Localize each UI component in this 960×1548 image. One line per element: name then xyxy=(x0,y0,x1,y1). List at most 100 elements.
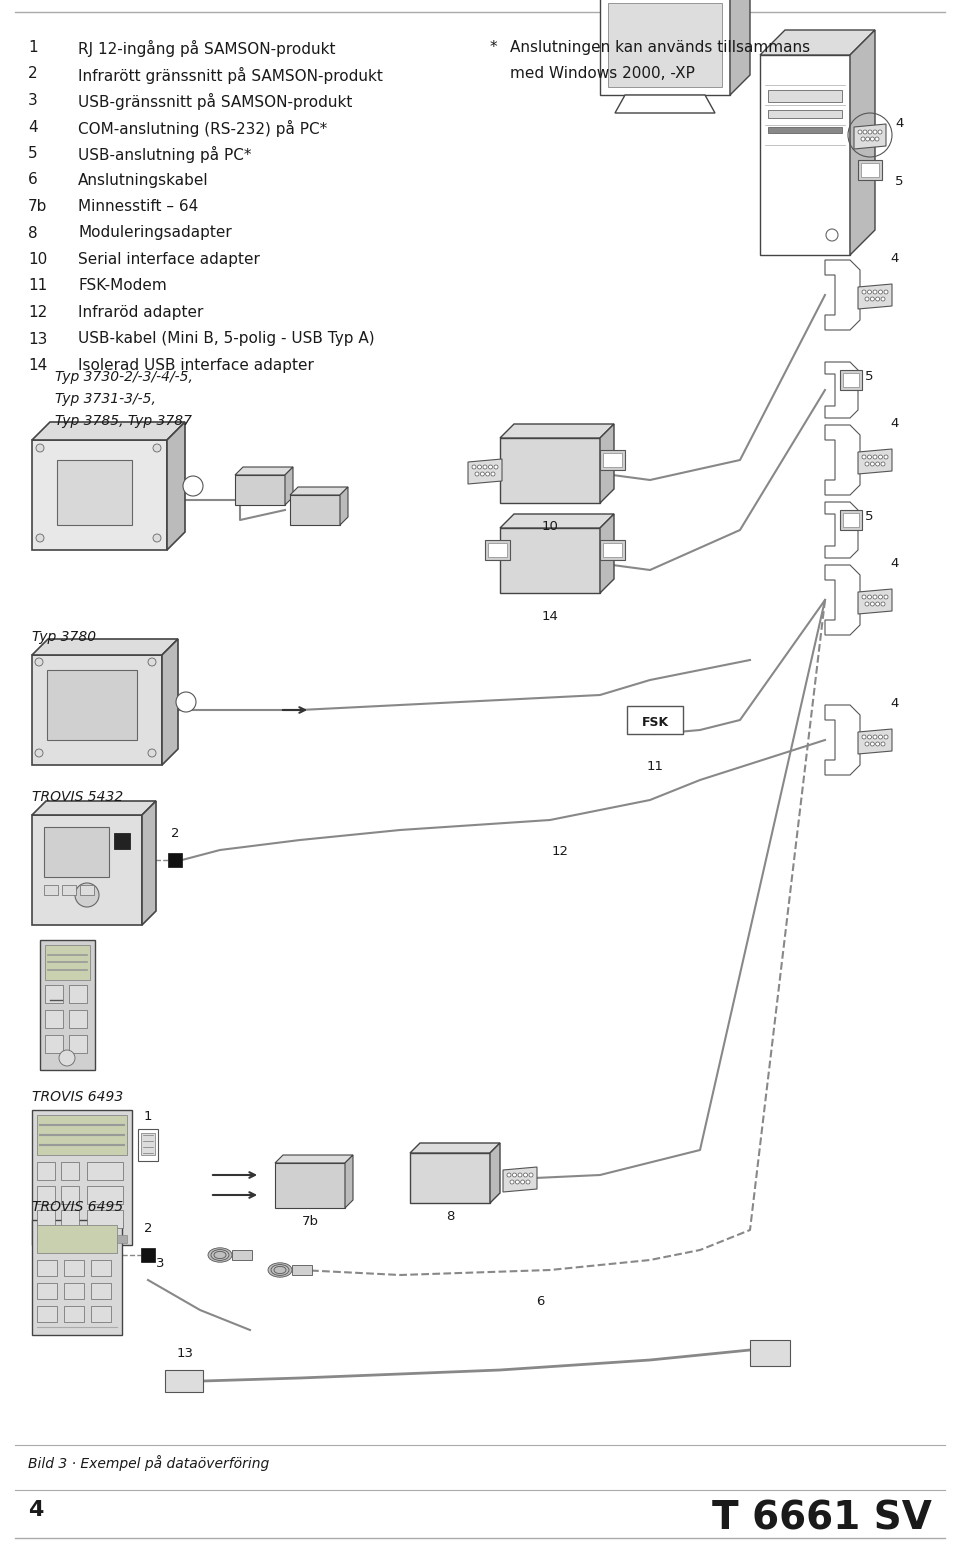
Polygon shape xyxy=(32,814,142,926)
Polygon shape xyxy=(825,362,858,418)
Bar xyxy=(768,90,842,102)
Circle shape xyxy=(878,289,882,294)
Polygon shape xyxy=(340,488,348,525)
Circle shape xyxy=(523,1173,527,1176)
Text: 2: 2 xyxy=(28,67,37,82)
Text: Bild 3 · Exempel på dataöverföring: Bild 3 · Exempel på dataöverföring xyxy=(28,1455,269,1471)
Bar xyxy=(44,885,58,895)
Circle shape xyxy=(875,138,879,141)
Text: 3: 3 xyxy=(28,93,37,108)
Circle shape xyxy=(483,464,487,469)
Text: 1: 1 xyxy=(28,40,37,56)
Text: 4: 4 xyxy=(28,1500,43,1520)
Circle shape xyxy=(35,749,43,757)
Bar xyxy=(627,706,683,734)
Circle shape xyxy=(865,461,869,466)
Circle shape xyxy=(477,464,482,469)
Text: 14: 14 xyxy=(28,358,47,373)
Circle shape xyxy=(871,741,875,746)
Polygon shape xyxy=(730,0,750,94)
Circle shape xyxy=(878,455,882,460)
Circle shape xyxy=(862,455,866,460)
Circle shape xyxy=(858,130,862,135)
Bar xyxy=(843,512,859,526)
Text: Typ 3731-3/-5,: Typ 3731-3/-5, xyxy=(55,392,156,406)
Bar xyxy=(45,1009,63,1028)
Bar xyxy=(32,1220,122,1334)
Polygon shape xyxy=(858,729,892,754)
Text: Minnesstift – 64: Minnesstift – 64 xyxy=(78,200,199,214)
Circle shape xyxy=(876,602,879,605)
Polygon shape xyxy=(825,260,860,330)
Bar xyxy=(861,163,879,176)
Ellipse shape xyxy=(271,1265,289,1276)
Polygon shape xyxy=(600,424,614,503)
Circle shape xyxy=(881,741,885,746)
Text: 2: 2 xyxy=(171,827,180,841)
Text: 10: 10 xyxy=(541,520,559,533)
Ellipse shape xyxy=(268,1263,292,1277)
Circle shape xyxy=(529,1173,533,1176)
Circle shape xyxy=(873,455,877,460)
Bar xyxy=(768,127,842,133)
Text: Typ 3780: Typ 3780 xyxy=(32,630,96,644)
Polygon shape xyxy=(285,467,293,505)
Circle shape xyxy=(153,534,161,542)
Bar xyxy=(840,370,862,390)
Circle shape xyxy=(148,658,156,666)
Text: 12: 12 xyxy=(28,305,47,320)
Polygon shape xyxy=(500,424,614,438)
Bar xyxy=(87,1163,123,1180)
Bar xyxy=(57,460,132,525)
Polygon shape xyxy=(32,655,162,765)
Circle shape xyxy=(884,455,888,460)
Circle shape xyxy=(884,594,888,599)
Circle shape xyxy=(878,735,882,738)
Circle shape xyxy=(862,735,866,738)
Text: USB-anslutning på PC*: USB-anslutning på PC* xyxy=(78,146,252,163)
Bar xyxy=(87,1211,123,1228)
Circle shape xyxy=(486,472,490,475)
Bar xyxy=(768,110,842,118)
Bar xyxy=(165,1370,203,1392)
Text: Moduleringsadapter: Moduleringsadapter xyxy=(78,226,231,240)
Polygon shape xyxy=(825,704,860,776)
Bar xyxy=(37,1235,127,1243)
Circle shape xyxy=(865,297,869,300)
Polygon shape xyxy=(32,800,156,814)
Ellipse shape xyxy=(208,1248,232,1262)
Polygon shape xyxy=(500,438,600,503)
Bar xyxy=(62,885,76,895)
Circle shape xyxy=(871,602,875,605)
Polygon shape xyxy=(162,639,178,765)
Polygon shape xyxy=(32,423,185,440)
Circle shape xyxy=(871,297,875,300)
Circle shape xyxy=(878,594,882,599)
Text: USB-kabel (Mini B, 5-polig - USB Typ A): USB-kabel (Mini B, 5-polig - USB Typ A) xyxy=(78,331,374,347)
Bar xyxy=(232,1249,252,1260)
Polygon shape xyxy=(32,440,167,550)
Text: Anslutningskabel: Anslutningskabel xyxy=(78,172,208,187)
Text: Typ 3785, Typ 3787: Typ 3785, Typ 3787 xyxy=(55,413,192,427)
Text: 4: 4 xyxy=(891,697,900,711)
Circle shape xyxy=(863,130,867,135)
Bar xyxy=(64,1260,84,1276)
Bar xyxy=(603,454,622,467)
Bar xyxy=(114,833,130,848)
Circle shape xyxy=(861,138,865,141)
Polygon shape xyxy=(503,1167,537,1192)
Bar xyxy=(37,1224,117,1252)
Circle shape xyxy=(871,138,875,141)
Circle shape xyxy=(866,138,870,141)
Polygon shape xyxy=(32,639,178,655)
Bar xyxy=(69,985,87,1003)
Bar xyxy=(138,1128,158,1161)
Circle shape xyxy=(884,289,888,294)
Bar xyxy=(603,543,622,557)
Bar xyxy=(37,1260,57,1276)
Polygon shape xyxy=(825,565,860,635)
Bar xyxy=(292,1265,312,1276)
Bar xyxy=(69,1036,87,1053)
Circle shape xyxy=(876,741,879,746)
Text: 4: 4 xyxy=(28,119,37,135)
